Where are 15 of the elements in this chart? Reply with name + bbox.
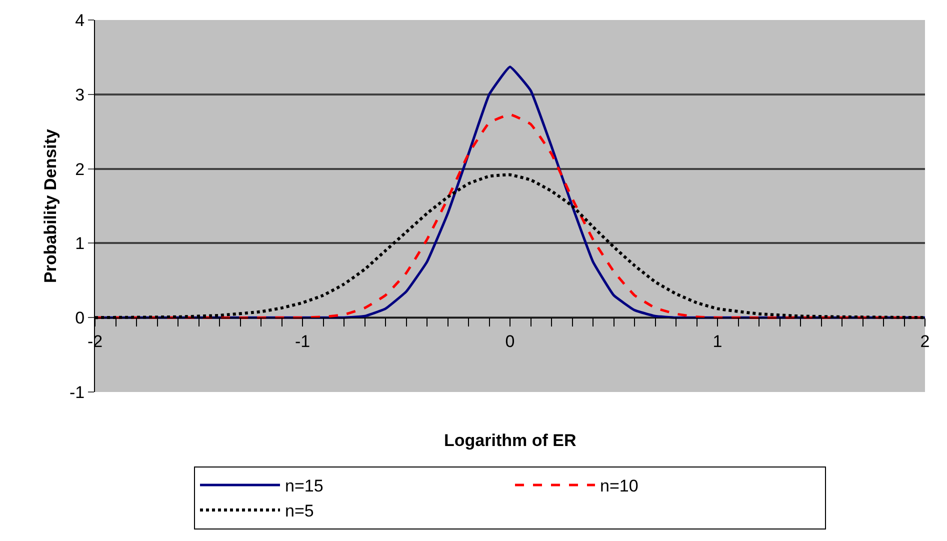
y-axis-title: Probability Density: [41, 128, 60, 283]
y-tick-label: 4: [75, 10, 85, 30]
x-tick-label: 2: [920, 332, 930, 351]
y-tick-label: 0: [75, 308, 85, 328]
x-axis-title: Logarithm of ER: [444, 431, 576, 450]
y-tick-label: 1: [75, 234, 85, 254]
legend-label: n=5: [285, 502, 314, 521]
y-tick-label: 3: [75, 85, 85, 104]
x-tick-label: -1: [294, 332, 310, 351]
x-tick-label: 1: [712, 332, 722, 351]
x-tick-label: 0: [505, 332, 515, 351]
legend-label: n=15: [285, 476, 324, 496]
y-tick-label: -1: [69, 382, 85, 402]
y-tick-label: 2: [75, 160, 85, 179]
legend-label: n=10: [600, 476, 638, 496]
